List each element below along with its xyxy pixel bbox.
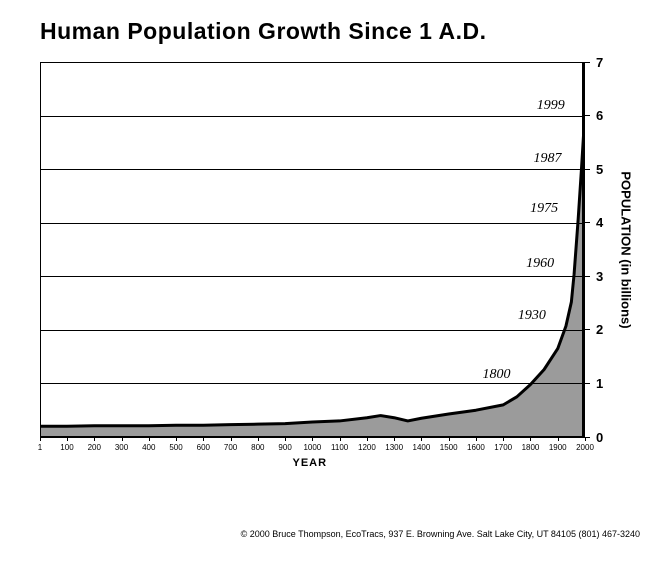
x-axis-label: YEAR <box>293 457 328 469</box>
xtick-mark <box>503 437 504 441</box>
annotation: 1930 <box>518 308 546 324</box>
annotation: 1800 <box>482 367 510 383</box>
gridline-y <box>40 223 585 224</box>
ytick-mark <box>585 222 590 223</box>
xtick-label: 1400 <box>413 443 431 452</box>
xtick-label: 1700 <box>494 443 512 452</box>
xtick-mark <box>394 437 395 441</box>
annotation: 1987 <box>533 151 561 167</box>
xtick-mark <box>421 437 422 441</box>
xtick-mark <box>367 437 368 441</box>
annotation: 1999 <box>537 98 565 114</box>
xtick-mark <box>176 437 177 441</box>
ytick-label: 4 <box>596 215 603 230</box>
xtick-label: 1900 <box>549 443 567 452</box>
xtick-mark <box>258 437 259 441</box>
gridline-y <box>40 62 585 63</box>
xtick-mark <box>40 437 41 441</box>
ytick-mark <box>585 383 590 384</box>
xtick-mark <box>340 437 341 441</box>
gridline-y <box>40 116 585 117</box>
frame-bottom <box>40 436 585 437</box>
ytick-label: 3 <box>596 269 603 284</box>
xtick-label: 300 <box>115 443 128 452</box>
xtick-label: 600 <box>197 443 210 452</box>
xtick-mark <box>67 437 68 441</box>
xtick-label: 1 <box>38 443 42 452</box>
credit-line: © 2000 Bruce Thompson, EcoTracs, 937 E. … <box>241 529 640 539</box>
ytick-mark <box>585 115 590 116</box>
xtick-label: 900 <box>278 443 291 452</box>
ytick-label: 6 <box>596 108 603 123</box>
xtick-mark <box>449 437 450 441</box>
xtick-mark <box>94 437 95 441</box>
xtick-label: 800 <box>251 443 264 452</box>
xtick-label: 1500 <box>440 443 458 452</box>
page-title: Human Population Growth Since 1 A.D. <box>40 18 487 45</box>
ytick-mark <box>585 62 590 63</box>
y-axis-label: POPULATION (in billions) <box>619 171 634 328</box>
xtick-label: 100 <box>60 443 73 452</box>
area-fill <box>40 110 585 437</box>
xtick-label: 1100 <box>331 443 348 452</box>
chart-plot-area: 0123456711002003004005006007008009001000… <box>40 62 585 437</box>
xtick-mark <box>149 437 150 441</box>
ytick-label: 7 <box>596 55 603 70</box>
xtick-label: 1200 <box>358 443 376 452</box>
xtick-label: 2000 <box>576 443 594 452</box>
gridline-y <box>40 276 585 277</box>
xtick-label: 500 <box>169 443 182 452</box>
ytick-label: 5 <box>596 162 603 177</box>
ytick-mark <box>585 276 590 277</box>
xtick-mark <box>285 437 286 441</box>
gridline-y <box>40 330 585 331</box>
frame-right <box>582 62 585 437</box>
ytick-mark <box>585 169 590 170</box>
xtick-label: 1800 <box>522 443 540 452</box>
xtick-label: 1600 <box>467 443 485 452</box>
annotation: 1975 <box>530 201 558 217</box>
xtick-mark <box>312 437 313 441</box>
xtick-mark <box>530 437 531 441</box>
ytick-mark <box>585 329 590 330</box>
xtick-label: 1300 <box>385 443 403 452</box>
xtick-mark <box>231 437 232 441</box>
xtick-mark <box>203 437 204 441</box>
gridline-y <box>40 169 585 170</box>
xtick-label: 700 <box>224 443 237 452</box>
xtick-mark <box>558 437 559 441</box>
xtick-mark <box>476 437 477 441</box>
ytick-label: 1 <box>596 376 603 391</box>
ytick-label: 0 <box>596 430 603 445</box>
annotation: 1960 <box>526 256 554 272</box>
xtick-label: 1000 <box>303 443 321 452</box>
frame-left <box>40 62 41 437</box>
xtick-mark <box>122 437 123 441</box>
xtick-label: 200 <box>88 443 101 452</box>
ytick-label: 2 <box>596 322 603 337</box>
xtick-label: 400 <box>142 443 155 452</box>
gridline-y <box>40 383 585 384</box>
xtick-mark <box>585 437 586 441</box>
